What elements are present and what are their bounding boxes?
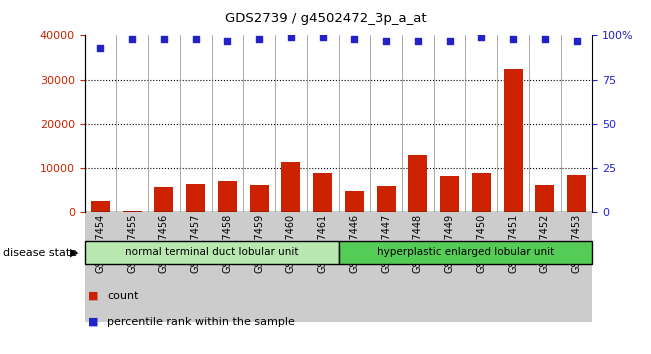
Bar <box>345 191 364 212</box>
Point <box>508 36 518 42</box>
Bar <box>567 175 586 212</box>
Bar <box>148 212 180 322</box>
Point <box>540 36 550 42</box>
Bar <box>504 69 523 212</box>
Bar <box>186 184 205 212</box>
Point <box>445 38 455 44</box>
Bar <box>376 186 396 212</box>
Bar <box>561 212 592 322</box>
Bar <box>529 212 561 322</box>
Bar <box>117 212 148 322</box>
Bar <box>339 212 370 322</box>
Bar <box>275 212 307 322</box>
Text: normal terminal duct lobular unit: normal terminal duct lobular unit <box>125 247 298 257</box>
Text: GDS2739 / g4502472_3p_a_at: GDS2739 / g4502472_3p_a_at <box>225 12 426 25</box>
Point <box>318 34 328 40</box>
Bar <box>465 212 497 322</box>
Point <box>95 45 105 51</box>
Point <box>191 36 201 42</box>
Point <box>476 34 486 40</box>
Bar <box>339 241 592 264</box>
Point <box>254 36 264 42</box>
Bar <box>440 176 459 212</box>
Bar <box>370 212 402 322</box>
Bar <box>85 212 117 322</box>
Bar <box>250 185 269 212</box>
Bar <box>243 212 275 322</box>
Bar <box>313 172 332 212</box>
Bar <box>281 161 301 212</box>
Bar <box>212 212 243 322</box>
Point <box>286 34 296 40</box>
Bar <box>307 212 339 322</box>
Bar <box>434 212 465 322</box>
Point <box>159 36 169 42</box>
Point <box>222 38 232 44</box>
Bar <box>180 212 212 322</box>
Bar <box>402 212 434 322</box>
Bar <box>472 173 491 212</box>
Bar <box>408 155 427 212</box>
Point <box>572 38 582 44</box>
Bar <box>497 212 529 322</box>
Text: ■: ■ <box>88 317 98 327</box>
Text: percentile rank within the sample: percentile rank within the sample <box>107 317 296 327</box>
Text: ■: ■ <box>88 291 98 301</box>
Point <box>381 38 391 44</box>
Bar <box>85 241 339 264</box>
Point <box>349 36 359 42</box>
Bar <box>123 211 142 212</box>
Text: disease state: disease state <box>3 248 77 258</box>
Point <box>413 38 423 44</box>
Bar <box>154 187 173 212</box>
Text: count: count <box>107 291 139 301</box>
Text: ▶: ▶ <box>70 248 79 258</box>
Point <box>127 36 137 42</box>
Bar <box>535 185 555 212</box>
Text: hyperplastic enlarged lobular unit: hyperplastic enlarged lobular unit <box>377 247 554 257</box>
Bar <box>91 201 110 212</box>
Bar <box>218 181 237 212</box>
